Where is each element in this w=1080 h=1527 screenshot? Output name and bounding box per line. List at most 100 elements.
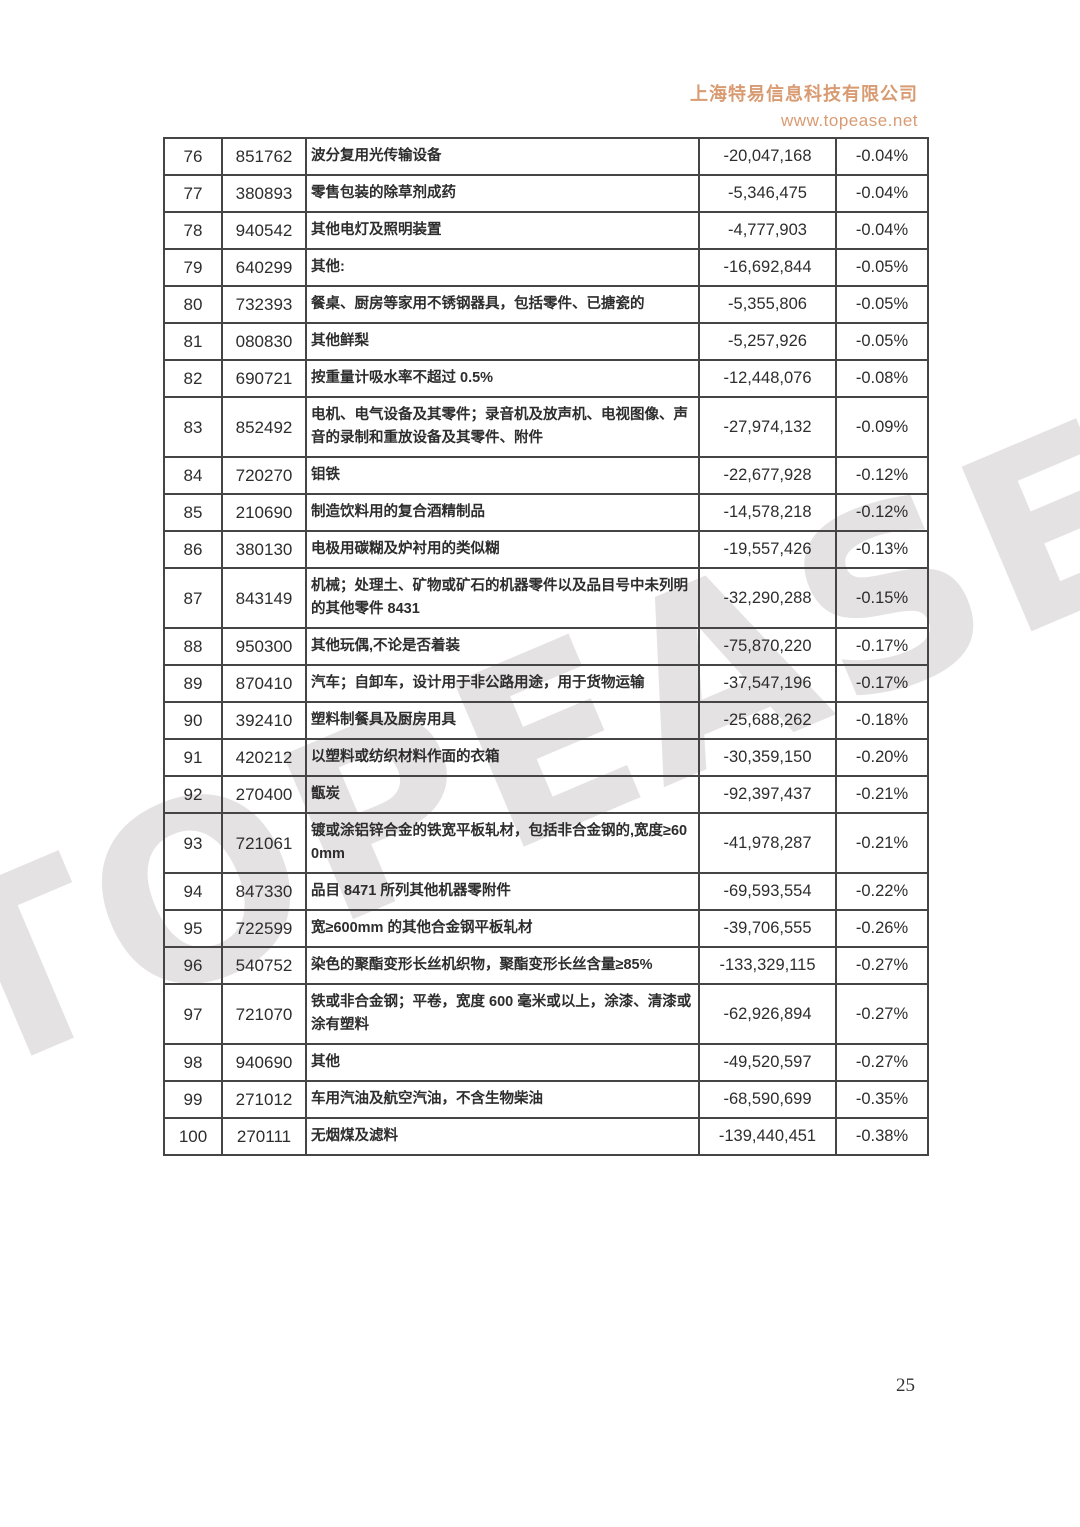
cell-description: 其他电灯及照明装置 [305, 211, 700, 250]
cell-rank: 100 [163, 1117, 223, 1156]
cell-value: -37,547,196 [698, 664, 837, 703]
table-row: 82 690721 按重量计吸水率不超过 0.5% -12,448,076 -0.08% [163, 359, 929, 398]
table-row: 88 950300 其他玩偶,不论是否着装 -75,870,220 -0.17% [163, 627, 929, 666]
cell-share-pct: -0.27% [835, 983, 929, 1045]
cell-share-pct: -0.17% [835, 627, 929, 666]
cell-share-pct: -0.05% [835, 285, 929, 324]
cell-share-pct: -0.35% [835, 1080, 929, 1119]
cell-value: -32,290,288 [698, 567, 837, 629]
table-row: 91 420212 以塑料或纺织材料作面的衣箱 -30,359,150 -0.20% [163, 738, 929, 777]
table-row: 87 843149 机械；处理土、矿物或矿石的机器零件以及品目号中未列明的其他零件 … [163, 567, 929, 629]
cell-hs-code: 380130 [221, 530, 307, 569]
table-row: 98 940690 其他 -49,520,597 -0.27% [163, 1043, 929, 1082]
cell-value: -39,706,555 [698, 909, 837, 948]
cell-description: 塑料制餐具及厨房用具 [305, 701, 700, 740]
table-row: 99 271012 车用汽油及航空汽油，不含生物柴油 -68,590,699 -0.35… [163, 1080, 929, 1119]
cell-share-pct: -0.13% [835, 530, 929, 569]
cell-rank: 83 [163, 396, 223, 458]
cell-description: 甑炭 [305, 775, 700, 814]
cell-hs-code: 732393 [221, 285, 307, 324]
cell-value: -49,520,597 [698, 1043, 837, 1082]
cell-description: 其他玩偶,不论是否着装 [305, 627, 700, 666]
cell-description: 染色的聚酯变形长丝机织物，聚酯变形长丝含量≥85% [305, 946, 700, 985]
cell-share-pct: -0.04% [835, 174, 929, 213]
cell-description: 餐桌、厨房等家用不锈钢器具，包括零件、已搪瓷的 [305, 285, 700, 324]
table-row: 90 392410 塑料制餐具及厨房用具 -25,688,262 -0.18% [163, 701, 929, 740]
cell-share-pct: -0.04% [835, 137, 929, 176]
cell-rank: 92 [163, 775, 223, 814]
cell-value: -68,590,699 [698, 1080, 837, 1119]
cell-value: -27,974,132 [698, 396, 837, 458]
cell-description: 宽≥600mm 的其他合金钢平板轧材 [305, 909, 700, 948]
cell-description: 品目 8471 所列其他机器零附件 [305, 872, 700, 911]
cell-rank: 76 [163, 137, 223, 176]
cell-description: 机械；处理土、矿物或矿石的机器零件以及品目号中未列明的其他零件 8431 [305, 567, 700, 629]
cell-hs-code: 080830 [221, 322, 307, 361]
cell-value: -20,047,168 [698, 137, 837, 176]
cell-value: -14,578,218 [698, 493, 837, 532]
table-row: 84 720270 钼铁 -22,677,928 -0.12% [163, 456, 929, 495]
cell-rank: 95 [163, 909, 223, 948]
cell-rank: 77 [163, 174, 223, 213]
table-body: 76 851762 波分复用光传输设备 -20,047,168 -0.04% 77 3808… [163, 137, 929, 1156]
cell-description: 车用汽油及航空汽油，不含生物柴油 [305, 1080, 700, 1119]
table-row: 97 721070 铁或非合金钢；平卷，宽度 600 毫米或以上，涂漆、清漆或涂有塑… [163, 983, 929, 1045]
cell-share-pct: -0.05% [835, 248, 929, 287]
cell-rank: 89 [163, 664, 223, 703]
cell-value: -92,397,437 [698, 775, 837, 814]
cell-description: 制造饮料用的复合酒精制品 [305, 493, 700, 532]
page-number: 25 [896, 1375, 915, 1396]
table-row: 93 721061 镀或涂铝锌合金的铁宽平板轧材，包括非合金钢的,宽度≥600mm -… [163, 812, 929, 874]
cell-value: -5,355,806 [698, 285, 837, 324]
cell-share-pct: -0.12% [835, 456, 929, 495]
cell-rank: 80 [163, 285, 223, 324]
cell-share-pct: -0.21% [835, 812, 929, 874]
table-row: 77 380893 零售包装的除草剂成药 -5,346,475 -0.04% [163, 174, 929, 213]
cell-share-pct: -0.20% [835, 738, 929, 777]
cell-value: -5,257,926 [698, 322, 837, 361]
cell-description: 镀或涂铝锌合金的铁宽平板轧材，包括非合金钢的,宽度≥600mm [305, 812, 700, 874]
cell-value: -41,978,287 [698, 812, 837, 874]
cell-value: -30,359,150 [698, 738, 837, 777]
cell-hs-code: 847330 [221, 872, 307, 911]
cell-hs-code: 852492 [221, 396, 307, 458]
table-row: 79 640299 其他: -16,692,844 -0.05% [163, 248, 929, 287]
cell-description: 钼铁 [305, 456, 700, 495]
table-row: 92 270400 甑炭 -92,397,437 -0.21% [163, 775, 929, 814]
cell-value: -22,677,928 [698, 456, 837, 495]
cell-description: 电机、电气设备及其零件；录音机及放声机、电视图像、声音的录制和重放设备及其零件、… [305, 396, 700, 458]
table-row: 96 540752 染色的聚酯变形长丝机织物，聚酯变形长丝含量≥85% -133,32… [163, 946, 929, 985]
cell-hs-code: 392410 [221, 701, 307, 740]
cell-hs-code: 270111 [221, 1117, 307, 1156]
cell-value: -12,448,076 [698, 359, 837, 398]
cell-hs-code: 271012 [221, 1080, 307, 1119]
cell-value: -5,346,475 [698, 174, 837, 213]
cell-description: 以塑料或纺织材料作面的衣箱 [305, 738, 700, 777]
cell-share-pct: -0.15% [835, 567, 929, 629]
cell-value: -62,926,894 [698, 983, 837, 1045]
cell-hs-code: 940542 [221, 211, 307, 250]
cell-hs-code: 720270 [221, 456, 307, 495]
table-row: 78 940542 其他电灯及照明装置 -4,777,903 -0.04% [163, 211, 929, 250]
cell-rank: 98 [163, 1043, 223, 1082]
cell-share-pct: -0.05% [835, 322, 929, 361]
cell-rank: 94 [163, 872, 223, 911]
cell-hs-code: 540752 [221, 946, 307, 985]
cell-description: 无烟煤及滤料 [305, 1117, 700, 1156]
cell-value: -19,557,426 [698, 530, 837, 569]
cell-value: -133,329,115 [698, 946, 837, 985]
cell-value: -69,593,554 [698, 872, 837, 911]
cell-description: 波分复用光传输设备 [305, 137, 700, 176]
cell-description: 零售包装的除草剂成药 [305, 174, 700, 213]
cell-hs-code: 843149 [221, 567, 307, 629]
cell-share-pct: -0.08% [835, 359, 929, 398]
cell-share-pct: -0.04% [835, 211, 929, 250]
page-header: 上海特易信息科技有限公司 www.topease.net [690, 82, 918, 136]
cell-description: 其他鲜梨 [305, 322, 700, 361]
cell-share-pct: -0.12% [835, 493, 929, 532]
cell-share-pct: -0.17% [835, 664, 929, 703]
cell-rank: 84 [163, 456, 223, 495]
cell-value: -16,692,844 [698, 248, 837, 287]
cell-rank: 85 [163, 493, 223, 532]
